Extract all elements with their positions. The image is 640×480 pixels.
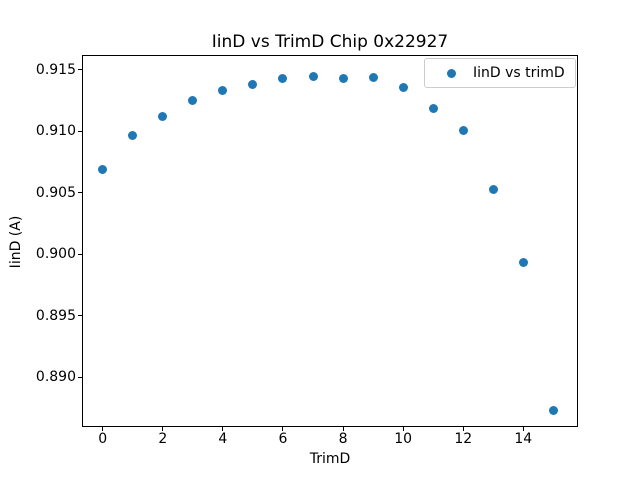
y-tick-label: 0.900 (35, 246, 76, 263)
data-point (188, 96, 198, 106)
x-tick-label: 6 (278, 431, 288, 447)
data-point (218, 86, 228, 96)
y-tick-label: 0.890 (35, 369, 76, 385)
chart-title: IinD vs TrimD Chip 0x22927 (211, 32, 449, 52)
data-point (548, 405, 558, 415)
data-point (398, 82, 408, 92)
data-point (368, 72, 378, 82)
x-tick-label: 14 (514, 431, 533, 447)
data-point (128, 130, 138, 140)
y-tick (78, 192, 82, 194)
data-point (518, 258, 528, 268)
y-tick-label: 0.905 (35, 184, 76, 201)
y-tick-label: 0.895 (35, 307, 76, 324)
y-tick (78, 376, 82, 378)
x-axis-label: TrimD (309, 451, 351, 467)
y-tick (78, 130, 82, 132)
data-point (248, 80, 258, 90)
x-tick-label: 0 (98, 431, 108, 447)
plot-area (82, 55, 578, 427)
x-tick (402, 427, 404, 431)
x-tick-label: 12 (454, 431, 473, 447)
y-tick (78, 315, 82, 317)
y-tick (78, 69, 82, 71)
x-tick (162, 427, 164, 431)
x-tick (102, 427, 104, 431)
y-tick (78, 253, 82, 255)
data-point (428, 103, 438, 113)
x-tick (222, 427, 224, 431)
data-point (158, 112, 168, 122)
x-tick (522, 427, 524, 431)
x-tick-label: 10 (394, 431, 413, 447)
x-tick-label: 4 (218, 431, 228, 447)
y-tick-label: 0.910 (35, 123, 76, 140)
x-tick (462, 427, 464, 431)
legend-marker-icon (447, 68, 456, 78)
x-tick-label: 2 (158, 431, 168, 447)
x-tick (282, 427, 284, 431)
x-tick (342, 427, 344, 431)
data-point (488, 184, 498, 194)
data-point (278, 74, 288, 84)
y-tick-label: 0.915 (35, 61, 76, 78)
legend-label: IinD vs trimD (473, 65, 565, 81)
data-point (458, 125, 468, 135)
data-point (338, 74, 348, 84)
x-tick-label: 8 (338, 431, 348, 447)
data-point (308, 71, 318, 81)
data-point (98, 164, 108, 174)
legend: IinD vs trimD (424, 58, 576, 88)
